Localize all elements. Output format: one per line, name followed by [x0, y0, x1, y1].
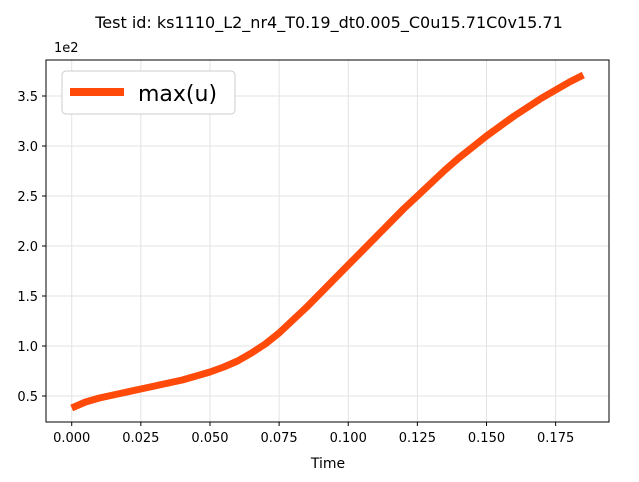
chart-title: Test id: ks1110_L2_nr4_T0.19_dt0.005_C0u… [94, 13, 563, 33]
y-axis: 0.5 1.0 1.5 2.0 2.5 3.0 3.5 [17, 90, 46, 405]
y-tick-label: 1.5 [17, 290, 38, 305]
y-tick-label: 1.0 [17, 340, 38, 355]
x-tick-label: 0.050 [191, 431, 228, 446]
x-tick-label: 0.075 [260, 431, 297, 446]
grid [46, 60, 609, 422]
y-tick-label: 0.5 [17, 390, 38, 405]
series-line-max-u [70, 71, 585, 412]
x-axis: 0.000 0.025 0.050 0.075 0.100 0.125 0.150 0.175 [53, 422, 574, 446]
legend-label: max(u) [138, 82, 217, 107]
x-tick-label: 0.175 [537, 431, 574, 446]
legend-box [61, 70, 236, 115]
plot-area [70, 71, 585, 412]
x-tick-label: 0.000 [53, 431, 90, 446]
x-tick-label: 0.100 [330, 431, 367, 446]
legend: max(u) [61, 70, 236, 115]
y-tick-label: 3.5 [17, 90, 38, 105]
axes-frame [45, 59, 610, 423]
x-tick-label: 0.150 [468, 431, 505, 446]
x-tick-label: 0.025 [122, 431, 159, 446]
x-axis-label: Time [310, 456, 345, 472]
y-tick-label: 2.0 [17, 240, 38, 255]
y-tick-label: 3.0 [17, 140, 38, 155]
y-offset-label: 1e2 [54, 41, 79, 56]
y-tick-label: 2.5 [17, 190, 38, 205]
x-tick-label: 0.125 [399, 431, 436, 446]
